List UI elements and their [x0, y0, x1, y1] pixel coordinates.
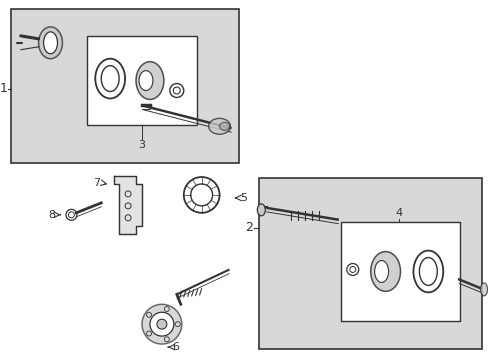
Text: 1: 1: [0, 82, 8, 95]
Text: 2: 2: [245, 221, 253, 234]
Ellipse shape: [139, 71, 153, 90]
Text: 6: 6: [171, 342, 179, 352]
Circle shape: [142, 304, 182, 344]
Bar: [340, 222, 459, 321]
Text: 4: 4: [394, 208, 401, 218]
Ellipse shape: [219, 122, 229, 130]
Ellipse shape: [370, 252, 400, 291]
Bar: [11, 9, 239, 163]
Text: 3: 3: [138, 140, 145, 150]
Ellipse shape: [39, 27, 62, 59]
Ellipse shape: [257, 204, 265, 216]
Text: 7: 7: [93, 178, 100, 188]
Ellipse shape: [374, 261, 388, 282]
Polygon shape: [114, 176, 142, 234]
Ellipse shape: [43, 32, 58, 54]
Ellipse shape: [480, 283, 487, 296]
Text: 5: 5: [240, 193, 247, 203]
Bar: [259, 178, 481, 349]
Bar: [87, 36, 196, 125]
Ellipse shape: [208, 118, 230, 134]
Circle shape: [150, 312, 173, 336]
Circle shape: [157, 319, 166, 329]
Text: 8: 8: [48, 210, 55, 220]
Ellipse shape: [136, 62, 163, 99]
